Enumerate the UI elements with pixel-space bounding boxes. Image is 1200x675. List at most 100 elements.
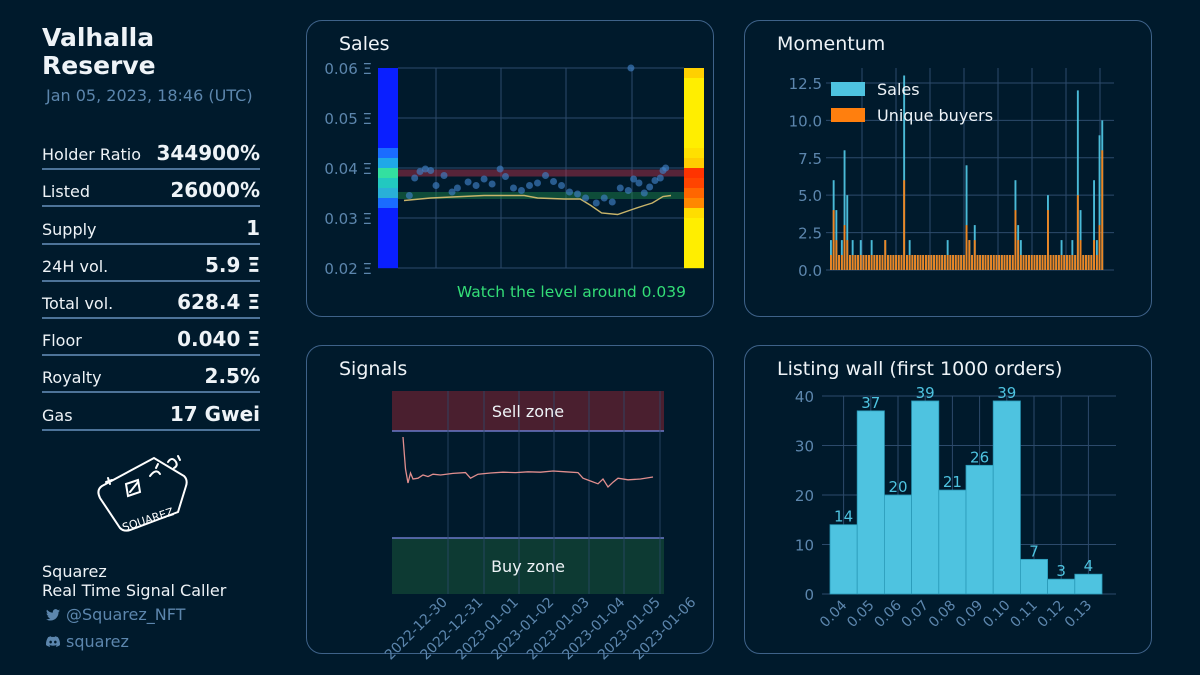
sales-panel: Sales [306, 20, 714, 317]
legend-label-sales: Sales [877, 80, 920, 99]
buyers-bar [854, 255, 857, 270]
buyers-bar [987, 255, 990, 270]
stat-value: 2.5% [204, 364, 260, 389]
sale-point [501, 173, 509, 180]
y-tick-label: 5.0 [798, 187, 822, 205]
buyers-bar [943, 255, 946, 270]
signal-line [402, 436, 654, 489]
sale-point [624, 187, 632, 194]
heat-cell-left [378, 188, 398, 199]
buyers-bar [1025, 255, 1028, 270]
heat-cell-left [378, 248, 398, 259]
x-tick-label: 0.08 [926, 598, 959, 631]
stat-value: 1 [246, 215, 260, 240]
sale-point [427, 167, 435, 174]
buyers-bar [1044, 255, 1047, 270]
sales-bar [903, 75, 906, 270]
stat-label: Total vol. [42, 293, 114, 313]
buyers-bar [941, 255, 944, 270]
heat-cell-right [684, 128, 704, 139]
buyers-bar [1090, 255, 1093, 270]
stat-row: 24H vol. 5.9 Ξ [42, 246, 260, 282]
timestamp: Jan 05, 2023, 18:46 (UTC) [46, 86, 253, 105]
bar-value-label: 26 [970, 448, 989, 466]
listing-bar [1019, 558, 1048, 595]
signals-title: Signals [339, 358, 408, 380]
heat-cell-left [378, 88, 398, 99]
heat-cell-left [378, 198, 398, 209]
stat-label: 24H vol. [42, 256, 109, 276]
buyers-bar [1038, 255, 1041, 270]
y-tick-label: 30 [795, 438, 814, 456]
bar-value-label: 20 [888, 478, 907, 496]
legend-label-buyers: Unique buyers [877, 106, 993, 125]
sale-point [592, 199, 600, 207]
stat-label: Royalty [42, 368, 102, 388]
buyers-bar [862, 255, 865, 270]
buyers-bar [911, 255, 914, 270]
stat-row: Holder Ratio 344900% [42, 134, 260, 171]
x-tick-label: 0.09 [953, 598, 986, 631]
twitter-icon [46, 608, 60, 621]
listing-title: Listing wall (first 1000 orders) [777, 358, 1063, 380]
buyers-bar [1068, 255, 1071, 270]
buyers-bar [1003, 255, 1006, 270]
buyers-bar [1055, 255, 1058, 270]
listing-bar [856, 410, 885, 595]
buyers-bar [1093, 240, 1095, 270]
buyers-bar [1052, 255, 1055, 270]
sale-point [582, 194, 590, 202]
heat-cell-left [378, 258, 398, 269]
buyers-bar [1082, 255, 1085, 270]
sales-chart: 0.02 Ξ 0.03 Ξ 0.04 Ξ 0.05 Ξ 0.06 Ξ Watch the … [324, 60, 704, 301]
stat-value: 5.9 Ξ [204, 252, 260, 277]
stat-label: Gas [42, 405, 73, 425]
sales-bar [1093, 180, 1095, 270]
heat-cell-right [684, 228, 704, 239]
buyers-bar [830, 255, 832, 270]
buyers-bar [965, 225, 968, 270]
buyers-bar [835, 240, 838, 270]
listing-chart: 0 10 20 30 40 14 0.04 37 0.05 20 0.06 39 0.07 21 0.08 2… [795, 384, 1116, 631]
buyers-bar [998, 255, 1001, 270]
bar-value-label: 21 [943, 473, 962, 491]
stat-row: Floor 0.040 Ξ [42, 320, 260, 357]
heat-cell-right [684, 188, 704, 199]
heat-cell-left [378, 238, 398, 249]
sale-point [509, 184, 517, 192]
heat-cell-left [378, 78, 398, 89]
heat-cell-right [684, 68, 704, 79]
heat-cell-left [378, 178, 398, 189]
x-tick-label: 0.07 [899, 598, 932, 631]
buyers-bar [927, 255, 930, 270]
sale-point [517, 187, 525, 194]
y-tick-label: 0.05 Ξ [324, 110, 372, 128]
listing-bar [1047, 578, 1076, 595]
heat-cell-left [378, 98, 398, 109]
sales-bar [835, 210, 838, 270]
sale-point [558, 182, 566, 189]
x-tick-label: 0.11 [1007, 598, 1040, 631]
buyers-bar [903, 180, 906, 270]
discord-link[interactable]: squarez [46, 632, 129, 651]
heat-cell-left [378, 158, 398, 169]
sale-point [550, 178, 558, 185]
twitter-link[interactable]: @Squarez_NFT [46, 605, 185, 624]
bar-value-label: 39 [997, 384, 1016, 402]
heat-cell-left [378, 148, 398, 159]
buyers-bar [1049, 255, 1052, 270]
buyers-bar [908, 255, 911, 270]
sale-point [640, 189, 648, 197]
title-line-2: Reserve [42, 51, 156, 80]
buyers-bar [971, 255, 973, 270]
sale-point [542, 172, 550, 179]
buyers-bar [919, 255, 922, 270]
heat-cell-right [684, 208, 704, 219]
heat-cell-right [684, 78, 704, 89]
buyers-bar [1074, 255, 1077, 270]
listing-bar [965, 464, 994, 595]
buyers-bar [865, 255, 868, 270]
sale-point [656, 174, 664, 182]
heat-cell-left [378, 228, 398, 239]
